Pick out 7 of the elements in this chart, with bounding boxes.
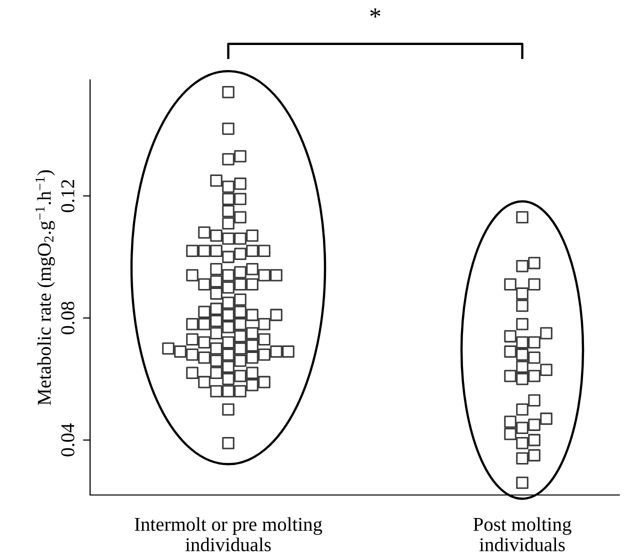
y-tick-label: 0.04	[61, 423, 74, 456]
text: *	[370, 8, 380, 18]
x-tick-label: Intermolt or pre molting individuals	[134, 517, 322, 552]
y-axis-title: Metabolic rate (mgO$_{2}$.g$^{−1}$.h$^{−1}$)	[35, 170, 55, 406]
x-tick-label: Post molting individuals	[473, 517, 572, 552]
y-tick-label: 0.08	[61, 302, 74, 334]
y-tick-label: 0.12	[61, 180, 74, 212]
